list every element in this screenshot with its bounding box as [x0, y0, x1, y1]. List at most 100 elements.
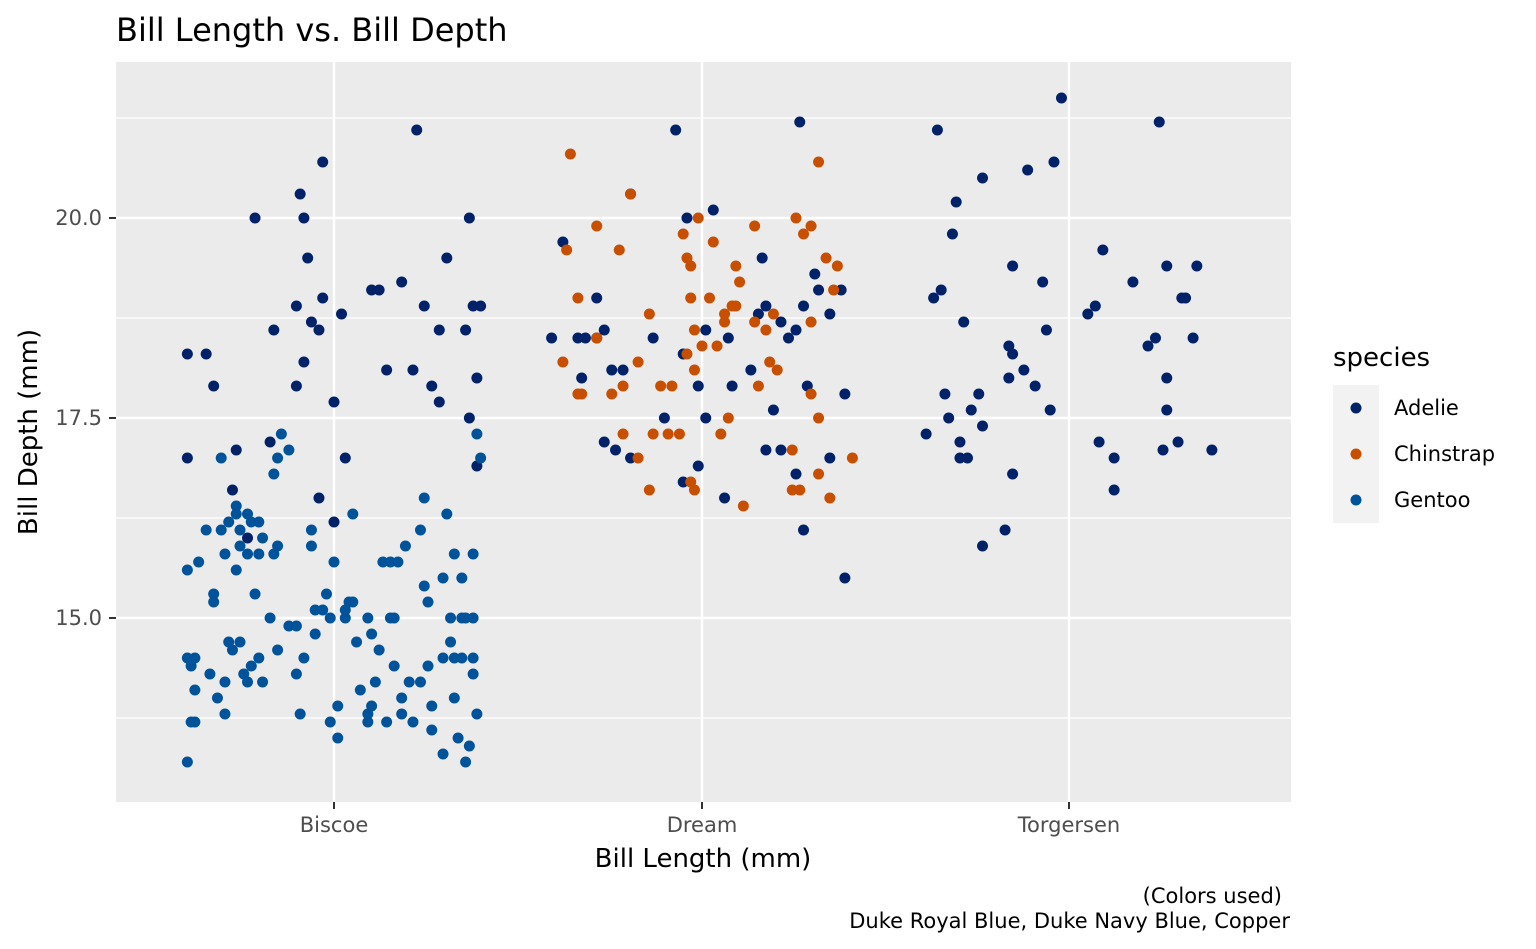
- point-gentoo: [249, 588, 261, 600]
- point-adelie: [1037, 276, 1049, 288]
- x-tick-label: Torgersen: [1017, 813, 1120, 837]
- point-gentoo: [448, 548, 460, 560]
- point-adelie: [317, 156, 329, 168]
- point-chinstrap: [643, 308, 655, 320]
- point-gentoo: [324, 716, 336, 728]
- point-gentoo: [414, 676, 426, 688]
- point-adelie: [336, 308, 348, 320]
- point-adelie: [954, 452, 966, 464]
- point-chinstrap: [719, 316, 731, 328]
- point-gentoo: [324, 612, 336, 624]
- legend-label-chinstrap: Chinstrap: [1394, 442, 1495, 466]
- point-adelie: [1142, 340, 1154, 352]
- point-adelie: [396, 276, 408, 288]
- point-chinstrap: [643, 484, 655, 496]
- point-gentoo: [399, 540, 411, 552]
- point-adelie: [745, 364, 757, 376]
- point-gentoo: [471, 708, 483, 720]
- point-gentoo: [317, 604, 329, 616]
- point-gentoo: [467, 668, 479, 680]
- point-gentoo: [283, 444, 295, 456]
- point-adelie: [181, 452, 193, 464]
- point-chinstrap: [707, 236, 719, 248]
- point-adelie: [928, 292, 940, 304]
- point-adelie: [366, 284, 378, 296]
- point-adelie: [1040, 324, 1052, 336]
- point-chinstrap: [730, 300, 742, 312]
- point-adelie: [268, 324, 280, 336]
- point-gentoo: [223, 516, 235, 528]
- point-gentoo: [396, 692, 408, 704]
- point-gentoo: [332, 732, 344, 744]
- point-chinstrap: [824, 492, 836, 504]
- point-gentoo: [437, 748, 449, 760]
- point-adelie: [977, 540, 989, 552]
- point-gentoo: [422, 596, 434, 608]
- point-adelie: [290, 380, 302, 392]
- point-adelie: [302, 252, 314, 264]
- point-adelie: [1172, 436, 1184, 448]
- point-gentoo: [384, 556, 396, 568]
- point-chinstrap: [767, 308, 779, 320]
- point-gentoo: [354, 684, 366, 696]
- point-gentoo: [373, 644, 385, 656]
- point-gentoo: [362, 716, 374, 728]
- y-tick-label: 15.0: [55, 606, 102, 630]
- legend: species Adelie Chinstrap Gentoo: [1333, 343, 1495, 523]
- point-adelie: [313, 324, 325, 336]
- point-adelie: [977, 420, 989, 432]
- y-axis-title: Bill Depth (mm): [14, 329, 44, 535]
- point-gentoo: [245, 660, 257, 672]
- legend-title: species: [1333, 343, 1430, 373]
- data-points: [181, 92, 1218, 768]
- point-adelie: [692, 460, 704, 472]
- point-adelie: [339, 452, 351, 464]
- point-chinstrap: [734, 276, 746, 288]
- point-adelie: [670, 124, 682, 136]
- point-adelie: [249, 212, 261, 224]
- point-gentoo: [226, 644, 238, 656]
- point-gentoo: [448, 652, 460, 664]
- point-chinstrap: [805, 220, 817, 232]
- point-gentoo: [403, 676, 415, 688]
- legend-key-gentoo: [1350, 494, 1362, 506]
- point-adelie: [1097, 244, 1109, 256]
- point-adelie: [418, 300, 430, 312]
- point-gentoo: [272, 644, 284, 656]
- point-adelie: [471, 372, 483, 384]
- point-adelie: [200, 348, 212, 360]
- point-chinstrap: [786, 444, 798, 456]
- point-gentoo: [309, 628, 321, 640]
- point-adelie: [647, 332, 659, 344]
- point-adelie: [677, 476, 689, 488]
- point-gentoo: [418, 492, 430, 504]
- point-adelie: [411, 124, 423, 136]
- y-tick-label: 20.0: [55, 206, 102, 230]
- point-gentoo: [351, 636, 363, 648]
- point-chinstrap: [655, 380, 667, 392]
- point-adelie: [943, 412, 955, 424]
- point-gentoo: [234, 540, 246, 552]
- point-adelie: [1149, 332, 1161, 344]
- point-chinstrap: [572, 292, 584, 304]
- point-chinstrap: [632, 452, 644, 464]
- point-gentoo: [253, 652, 265, 664]
- point-adelie: [954, 436, 966, 448]
- point-chinstrap: [685, 260, 697, 272]
- point-chinstrap: [711, 340, 723, 352]
- point-adelie: [958, 316, 970, 328]
- point-adelie: [1029, 380, 1041, 392]
- point-gentoo: [208, 596, 220, 608]
- point-gentoo: [309, 604, 321, 616]
- point-adelie: [1048, 156, 1060, 168]
- point-gentoo: [452, 732, 464, 744]
- point-adelie: [317, 292, 329, 304]
- point-gentoo: [475, 452, 487, 464]
- point-adelie: [426, 380, 438, 392]
- point-gentoo: [396, 708, 408, 720]
- point-adelie: [782, 332, 794, 344]
- point-adelie: [598, 436, 610, 448]
- point-gentoo: [426, 700, 438, 712]
- point-gentoo: [208, 588, 220, 600]
- point-gentoo: [211, 692, 223, 704]
